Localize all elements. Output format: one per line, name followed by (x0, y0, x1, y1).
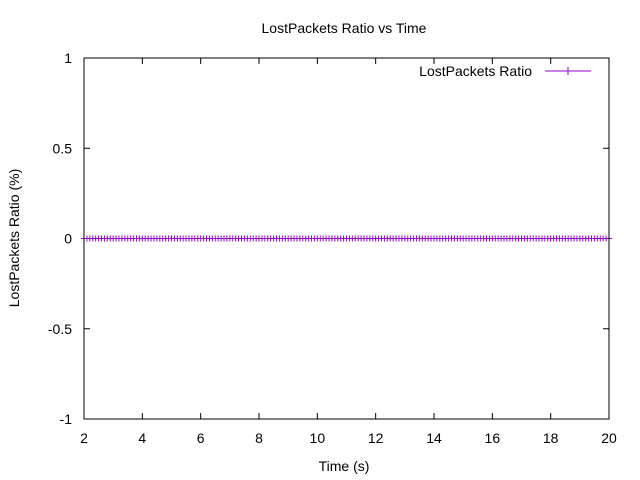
x-tick-label: 20 (601, 430, 617, 446)
series-layer (81, 235, 612, 242)
x-tick-label: 12 (368, 430, 384, 446)
x-tick-label: 18 (543, 430, 559, 446)
x-tick-label: 10 (310, 430, 326, 446)
legend-label: LostPackets Ratio (419, 63, 532, 79)
y-tick-label: 0 (64, 231, 72, 247)
x-tick-label: 4 (138, 430, 146, 446)
x-tick-label: 6 (197, 430, 205, 446)
y-tick-label: -0.5 (48, 321, 72, 337)
y-axis-label: LostPackets Ratio (%) (6, 169, 22, 308)
x-tick-label: 16 (485, 430, 501, 446)
y-tick-label: -1 (60, 411, 73, 427)
x-tick-label: 14 (426, 430, 442, 446)
x-axis-label: Time (s) (319, 458, 370, 474)
y-tick-label: 1 (64, 50, 72, 66)
x-tick-labels: 2 4 6 8 10 12 14 16 18 20 (80, 430, 617, 446)
y-tick-labels: -1 -0.5 0 0.5 1 (48, 50, 72, 427)
legend: LostPackets Ratio (419, 63, 591, 79)
chart-title: LostPackets Ratio vs Time (262, 20, 427, 36)
y-tick-label: 0.5 (53, 140, 73, 156)
x-tick-label: 8 (255, 430, 263, 446)
x-tick-label: 2 (80, 430, 88, 446)
plot-frame (83, 57, 610, 420)
